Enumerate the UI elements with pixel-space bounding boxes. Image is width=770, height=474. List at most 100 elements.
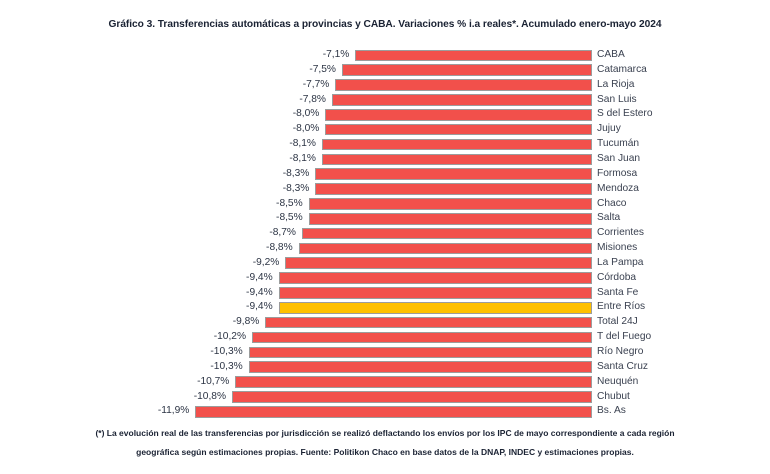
- bar[interactable]: [308, 198, 592, 210]
- bar-value-label: -9,2%: [252, 256, 280, 268]
- bar[interactable]: [322, 153, 592, 166]
- bar-value-label: -8,8%: [266, 242, 293, 254]
- bar[interactable]: [232, 391, 592, 403]
- bar[interactable]: [322, 138, 592, 151]
- bar[interactable]: [278, 287, 592, 299]
- bar-row: -9,8% Total 24J: [0, 315, 770, 330]
- bar-category-label: Entre Ríos: [597, 301, 646, 313]
- bar-category-label: Mendoza: [597, 182, 639, 194]
- bar[interactable]: [278, 302, 592, 314]
- bar[interactable]: [332, 94, 592, 106]
- bar-row: -8,7% Corrientes: [0, 226, 770, 241]
- bar-row: -10,3% Santa Cruz: [0, 360, 770, 375]
- bar-value-label: -9,4%: [246, 271, 273, 283]
- bar-category-label: Formosa: [597, 167, 638, 179]
- bar-row: -8,0% Jujuy: [0, 122, 770, 137]
- bar[interactable]: [235, 376, 592, 388]
- bar-category-label: T del Fuego: [597, 331, 652, 343]
- bar-category-label: Jujuy: [597, 123, 621, 135]
- bar[interactable]: [342, 64, 592, 77]
- bar-category-label: Catamarca: [597, 63, 647, 75]
- bar[interactable]: [315, 183, 592, 195]
- bar[interactable]: [325, 123, 592, 136]
- bar-row: -10,2% T del Fuego: [0, 330, 770, 345]
- bar-category-label: Neuquén: [597, 375, 639, 387]
- bar-category-label: Chubut: [597, 390, 630, 402]
- bar-value-label: -8,3%: [282, 167, 310, 179]
- bar-row: -10,3% Río Negro: [0, 345, 770, 360]
- bar-row: -8,1% San Juan: [0, 152, 770, 167]
- bar[interactable]: [248, 361, 592, 374]
- bar[interactable]: [298, 242, 592, 255]
- bar-row: -10,7% Neuquén: [0, 375, 770, 390]
- bar-row: -7,5% Catamarca: [0, 63, 770, 78]
- bar-category-label: Santa Cruz: [597, 360, 648, 372]
- bar-value-label: -7,1%: [322, 49, 350, 60]
- bar-row: -7,7% La Rioja: [0, 78, 770, 93]
- bar-value-label: -8,1%: [289, 138, 316, 150]
- bar-value-label: -7,5%: [309, 63, 336, 75]
- bar-value-label: -10,3%: [210, 346, 243, 357]
- bar[interactable]: [355, 49, 592, 62]
- bar-value-label: -8,1%: [289, 152, 316, 164]
- bar-category-label: CABA: [597, 49, 625, 60]
- bar-category-label: San Juan: [597, 152, 641, 164]
- bar-row: -8,0% S del Estero: [0, 107, 770, 122]
- bar-row: -8,3% Mendoza: [0, 182, 770, 197]
- bar[interactable]: [308, 212, 592, 225]
- bar[interactable]: [195, 405, 592, 418]
- bar-category-label: Río Negro: [597, 346, 644, 357]
- bar-category-label: Corrientes: [597, 227, 644, 239]
- bar-chart-plot-area: -7,1% CABA -7,5% Catamarca -7,7% La Rioja -7,8…: [0, 48, 770, 418]
- bar-value-label: -8,3%: [282, 182, 310, 194]
- bar[interactable]: [278, 272, 592, 284]
- bar-category-label: S del Estero: [597, 108, 653, 120]
- bar-row: -11,9% Bs. As: [0, 404, 770, 419]
- bar-row: -9,4% Santa Fe: [0, 286, 770, 301]
- bar-category-label: Córdoba: [597, 271, 637, 283]
- bar-category-label: Bs. As: [597, 405, 626, 417]
- bar-row: -9,4% Entre Ríos: [0, 300, 770, 315]
- footnote-line-2: geográfica según estimaciones propias. F…: [136, 447, 634, 457]
- footnote-line-1: (*) La evolución real de las transferenc…: [95, 428, 675, 438]
- bar-value-label: -10,8%: [193, 390, 226, 402]
- bar[interactable]: [335, 79, 592, 91]
- bar-value-label: -10,2%: [213, 331, 246, 343]
- bar-category-label: Salta: [597, 212, 621, 224]
- bar[interactable]: [265, 316, 592, 329]
- bar-row: -8,3% Formosa: [0, 167, 770, 182]
- bar-value-label: -8,5%: [276, 197, 303, 209]
- bar-value-label: -8,0%: [292, 108, 320, 120]
- bar-row: -9,2% La Pampa: [0, 256, 770, 271]
- bar-row: -10,8% Chubut: [0, 390, 770, 405]
- bar-row: -8,5% Salta: [0, 211, 770, 226]
- bar-value-label: -9,4%: [246, 286, 273, 298]
- bar[interactable]: [302, 227, 592, 240]
- bar[interactable]: [248, 346, 592, 359]
- bar[interactable]: [325, 108, 592, 121]
- bar-category-label: Tucumán: [597, 138, 640, 150]
- chart-title: Gráfico 3. Transferencias automáticas a …: [108, 19, 662, 30]
- bar-value-label: -9,4%: [246, 301, 273, 313]
- bar-category-label: La Rioja: [597, 78, 635, 90]
- bar-row: -9,4% Córdoba: [0, 271, 770, 286]
- bar-value-label: -11,9%: [157, 405, 190, 417]
- bar-value-label: -8,5%: [276, 212, 303, 224]
- bar-value-label: -8,7%: [269, 227, 296, 239]
- bar-row: -8,5% Chaco: [0, 197, 770, 212]
- bar-value-label: -9,8%: [232, 316, 260, 328]
- bar[interactable]: [285, 257, 592, 270]
- bar-row: -8,8% Misiones: [0, 241, 770, 256]
- bar-category-label: Chaco: [597, 197, 627, 209]
- bar-category-label: San Luis: [597, 93, 637, 105]
- bar-value-label: -7,7%: [302, 78, 330, 90]
- bar-value-label: -8,0%: [292, 123, 320, 135]
- bar-row: -7,1% CABA: [0, 48, 770, 63]
- bar-category-label: Santa Fe: [597, 286, 639, 298]
- bar-row: -7,8% San Luis: [0, 93, 770, 108]
- bar-value-label: -10,7%: [197, 375, 230, 387]
- bar[interactable]: [252, 331, 592, 344]
- bar[interactable]: [315, 168, 592, 180]
- chart-footnote: (*) La evolución real de las transferenc…: [0, 424, 770, 462]
